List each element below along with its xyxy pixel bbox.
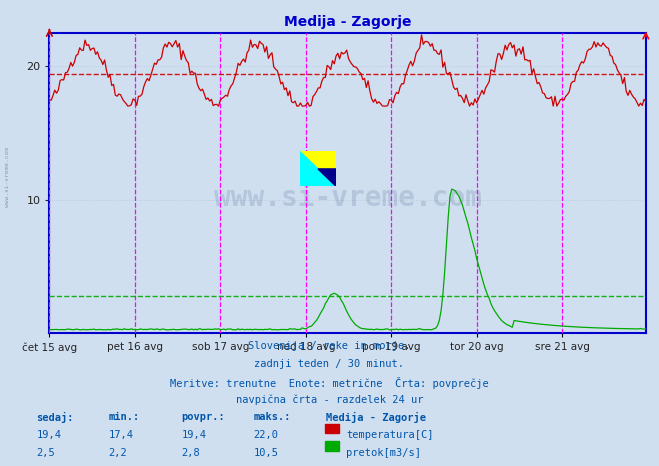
Text: maks.:: maks.: xyxy=(254,412,291,422)
Title: Medija - Zagorje: Medija - Zagorje xyxy=(284,14,411,29)
Text: pretok[m3/s]: pretok[m3/s] xyxy=(346,448,421,458)
Text: zadnji teden / 30 minut.: zadnji teden / 30 minut. xyxy=(254,359,405,369)
Text: 2,2: 2,2 xyxy=(109,448,127,458)
Text: 2,8: 2,8 xyxy=(181,448,200,458)
Text: Slovenija / reke in morje.: Slovenija / reke in morje. xyxy=(248,341,411,351)
Text: www.si-vreme.com: www.si-vreme.com xyxy=(214,184,482,212)
Text: povpr.:: povpr.: xyxy=(181,412,225,422)
Text: sedaj:: sedaj: xyxy=(36,412,74,424)
Text: 19,4: 19,4 xyxy=(181,430,206,440)
Polygon shape xyxy=(300,151,336,186)
Text: 19,4: 19,4 xyxy=(36,430,61,440)
Text: 17,4: 17,4 xyxy=(109,430,134,440)
Text: temperatura[C]: temperatura[C] xyxy=(346,430,434,440)
Text: navpična črta - razdelek 24 ur: navpična črta - razdelek 24 ur xyxy=(236,394,423,405)
Text: Medija - Zagorje: Medija - Zagorje xyxy=(326,412,426,424)
Text: 2,5: 2,5 xyxy=(36,448,55,458)
Polygon shape xyxy=(300,151,336,186)
Text: min.:: min.: xyxy=(109,412,140,422)
Polygon shape xyxy=(318,169,336,186)
Text: www.si-vreme.com: www.si-vreme.com xyxy=(5,147,11,207)
Text: Meritve: trenutne  Enote: metrične  Črta: povprečje: Meritve: trenutne Enote: metrične Črta: … xyxy=(170,377,489,389)
Text: 10,5: 10,5 xyxy=(254,448,279,458)
Text: 22,0: 22,0 xyxy=(254,430,279,440)
